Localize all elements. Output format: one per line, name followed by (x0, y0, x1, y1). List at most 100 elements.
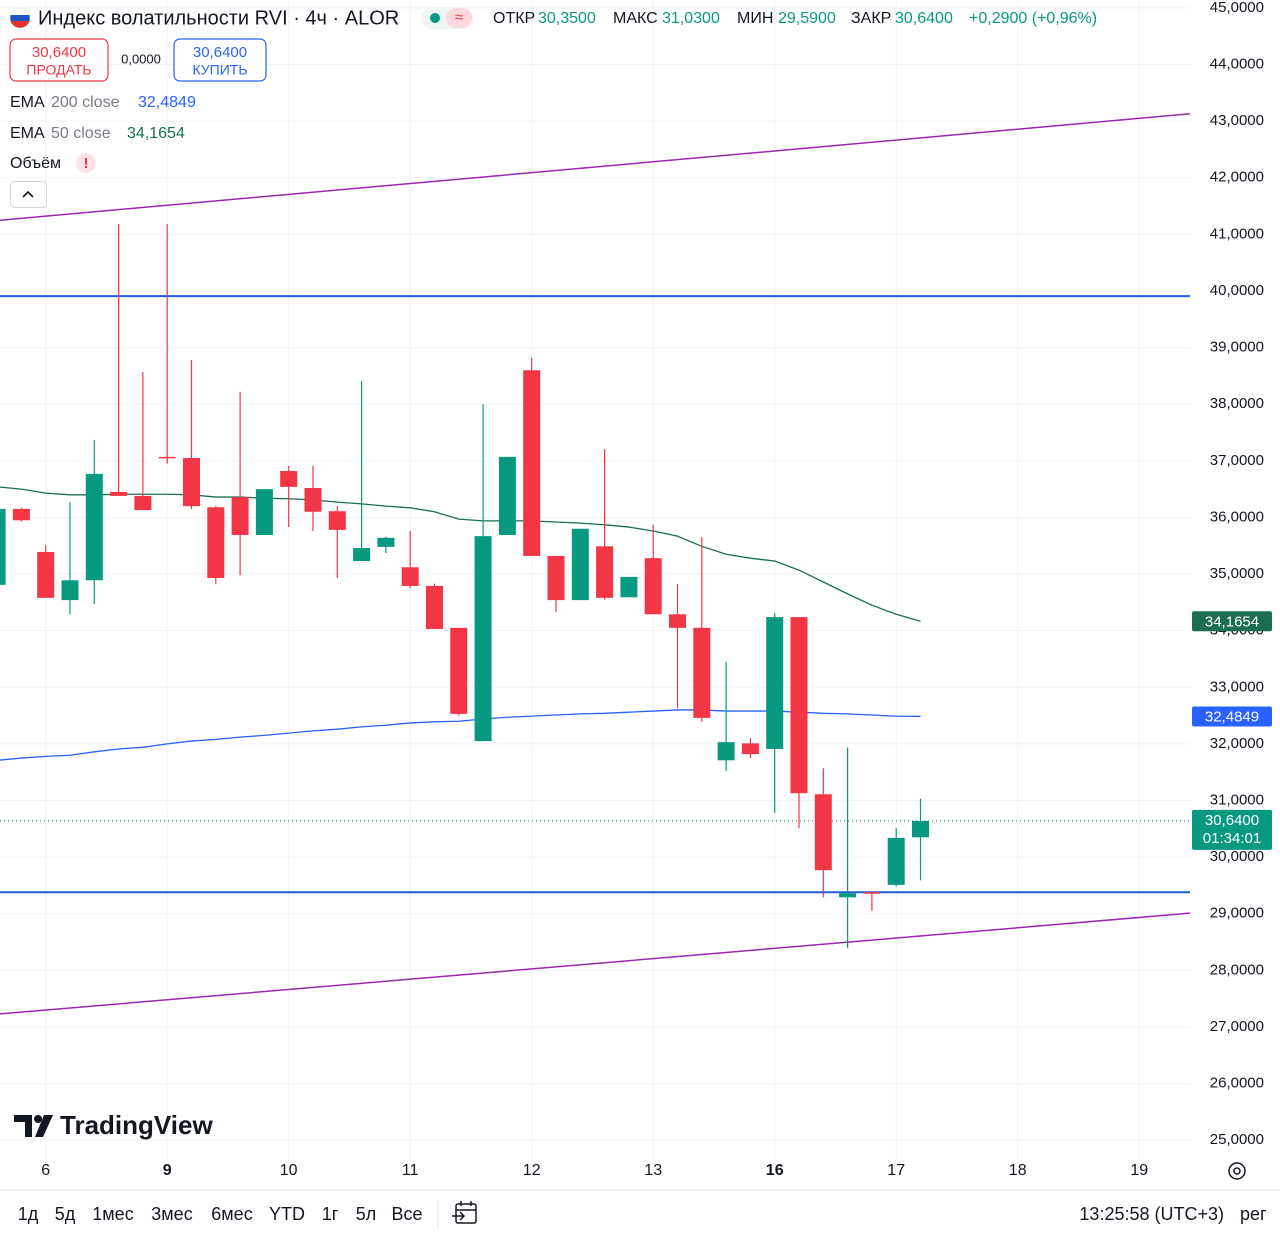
candle-body (280, 471, 298, 487)
candle-body (207, 507, 225, 579)
candle-body (571, 528, 589, 601)
candle-body (717, 742, 735, 761)
y-tick-label: 31,0000 (1210, 791, 1264, 808)
buy-label: КУПИТЬ (192, 62, 247, 78)
x-tick-label: 19 (1130, 1162, 1148, 1179)
candle-body (12, 508, 30, 521)
buy-button[interactable] (173, 38, 267, 82)
ohlc-label: ЗАКР (851, 10, 891, 27)
logo-mark (14, 1115, 53, 1137)
trend-line (0, 912, 1190, 1015)
price-label: 32,4849 (1205, 708, 1259, 725)
y-tick-label: 41,0000 (1210, 225, 1264, 242)
y-tick-label: 26,0000 (1210, 1075, 1264, 1092)
x-tick-label: 11 (402, 1162, 419, 1179)
y-tick-label: 27,0000 (1210, 1018, 1264, 1035)
y-tick-label: 32,0000 (1210, 735, 1264, 752)
candle-body (668, 614, 687, 628)
x-tick-label: 17 (887, 1162, 905, 1179)
y-tick-label: 39,0000 (1210, 339, 1264, 356)
y-tick-label: 37,0000 (1210, 452, 1264, 469)
candle-body (693, 627, 711, 718)
ohlc-value: 30,3500 (538, 10, 596, 27)
candle-body (839, 893, 857, 898)
countdown: 01:34:01 (1203, 830, 1261, 847)
status-dot (430, 13, 440, 23)
settings-icon[interactable] (1228, 1162, 1246, 1180)
candle-body (353, 548, 371, 562)
range-button[interactable]: 5л (356, 1204, 377, 1224)
range-button[interactable]: 6мес (211, 1204, 252, 1224)
ui: Индекс волатильности RVI · 4ч · ALOR ≈ +… (9, 7, 1267, 1228)
y-tick-label: 36,0000 (1210, 508, 1264, 525)
candle-body (523, 370, 541, 556)
candle-body (814, 794, 832, 871)
indicator-params: 200 close (51, 94, 120, 111)
range-button[interactable]: 1мес (92, 1204, 133, 1224)
range-button[interactable]: 5д (55, 1204, 76, 1224)
candle-body (547, 555, 565, 601)
x-tick-label: 9 (163, 1162, 172, 1179)
axes: 25,0000 26,0000 27,0000 28,0000 29,0000 30,00… (41, 0, 1272, 1179)
sell-button[interactable] (9, 38, 109, 82)
price-label-bg (1192, 611, 1272, 632)
candle-body (887, 837, 905, 885)
plot-area (0, 113, 1190, 1015)
candle-body (158, 456, 176, 459)
candle-body (644, 558, 662, 615)
x-tick-label: 12 (523, 1162, 541, 1179)
y-tick-label: 38,0000 (1210, 395, 1264, 412)
indicator-value: 34,1654 (127, 125, 185, 142)
trend-line (0, 113, 1190, 221)
last-price-label: 30,6400 (1205, 812, 1259, 829)
candle-body (620, 576, 638, 598)
candle-body (328, 511, 346, 530)
delay-badge (446, 8, 472, 28)
indicator-name: Объём (10, 155, 61, 172)
warning-badge[interactable] (76, 153, 96, 173)
ohlc-label: МАКС (613, 10, 658, 27)
ohlc-value: 29,5900 (778, 10, 836, 27)
range-button[interactable]: Все (391, 1204, 422, 1224)
last-price-bg (1192, 809, 1272, 850)
y-tick-label: 28,0000 (1210, 961, 1264, 978)
y-tick-label: 29,0000 (1210, 905, 1264, 922)
price-label: 34,1654 (1205, 613, 1259, 630)
warning-icon: ! (84, 155, 89, 172)
ohlc-value: 31,0300 (662, 10, 720, 27)
y-tick-label: 40,0000 (1210, 282, 1264, 299)
x-tick-label: 13 (644, 1162, 662, 1179)
candle-body (377, 537, 395, 547)
indicator-params: 50 close (51, 125, 111, 142)
session-mode[interactable]: рег (1240, 1204, 1267, 1224)
range-button[interactable]: 1г (322, 1204, 339, 1224)
y-tick-label: 35,0000 (1210, 565, 1264, 582)
candle-body (85, 473, 103, 581)
flag-icon (9, 7, 31, 29)
indicator-name: EMA (10, 125, 45, 142)
collapse-button[interactable] (10, 181, 47, 208)
candle-body (0, 508, 6, 585)
x-tick-label: 18 (1009, 1162, 1027, 1179)
candle-body (182, 457, 200, 507)
candle-body (863, 892, 881, 894)
ohlc-label: МИН (737, 10, 773, 27)
candle-body (596, 546, 614, 598)
candle-body (134, 495, 152, 511)
candle-body (255, 489, 273, 535)
range-button[interactable]: YTD (269, 1204, 305, 1224)
y-tick-label: 44,0000 (1210, 56, 1264, 73)
y-tick-label: 30,0000 (1210, 848, 1264, 865)
candle-body (110, 491, 128, 496)
date-range-icon[interactable] (452, 1201, 477, 1224)
ohlc-label: ОТКР (493, 10, 535, 27)
y-tick-label: 42,0000 (1210, 169, 1264, 186)
range-button[interactable]: 3мес (151, 1204, 192, 1224)
candle-body (37, 551, 55, 598)
chevron (22, 190, 34, 198)
spread: 0,0000 (121, 51, 161, 66)
candle-body (425, 585, 443, 629)
candle-body (912, 820, 930, 838)
range-button[interactable]: 1д (18, 1204, 39, 1224)
